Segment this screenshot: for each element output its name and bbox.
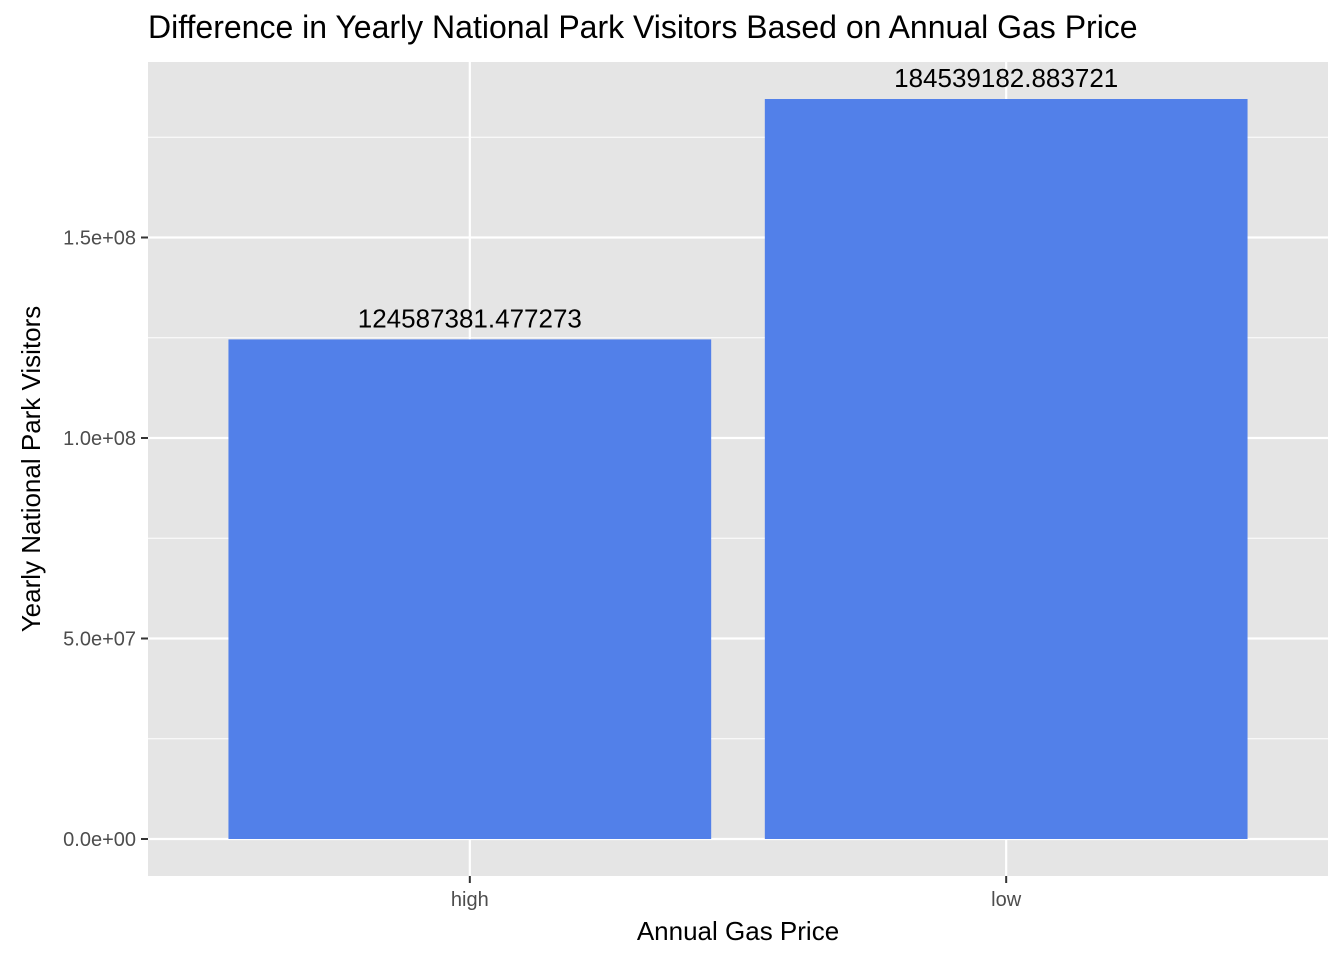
bar-value-label: 124587381.477273 (358, 303, 582, 333)
bar (764, 98, 1248, 839)
y-tick-label: 1.5e+08 (63, 228, 136, 250)
bar-layer (228, 98, 1248, 839)
axis-layer: 0.0e+00 5.0e+07 1.0e+08 1.5e+08 high low (63, 228, 1022, 911)
bar-value-label: 184539182.883721 (894, 63, 1118, 93)
y-tick-label: 0.0e+00 (63, 829, 136, 851)
data-label-layer: 124587381.477273 184539182.883721 (358, 63, 1118, 333)
y-tick-label: 1.0e+08 (63, 428, 136, 450)
x-axis-title: Annual Gas Price (637, 916, 839, 946)
x-tick-label: high (451, 889, 489, 911)
x-tick-label: low (991, 889, 1022, 911)
y-tick-label: 5.0e+07 (63, 629, 136, 651)
chart-title: Difference in Yearly National Park Visit… (148, 9, 1138, 45)
bar (228, 339, 712, 839)
y-axis-title: Yearly National Park Visitors (16, 306, 46, 633)
